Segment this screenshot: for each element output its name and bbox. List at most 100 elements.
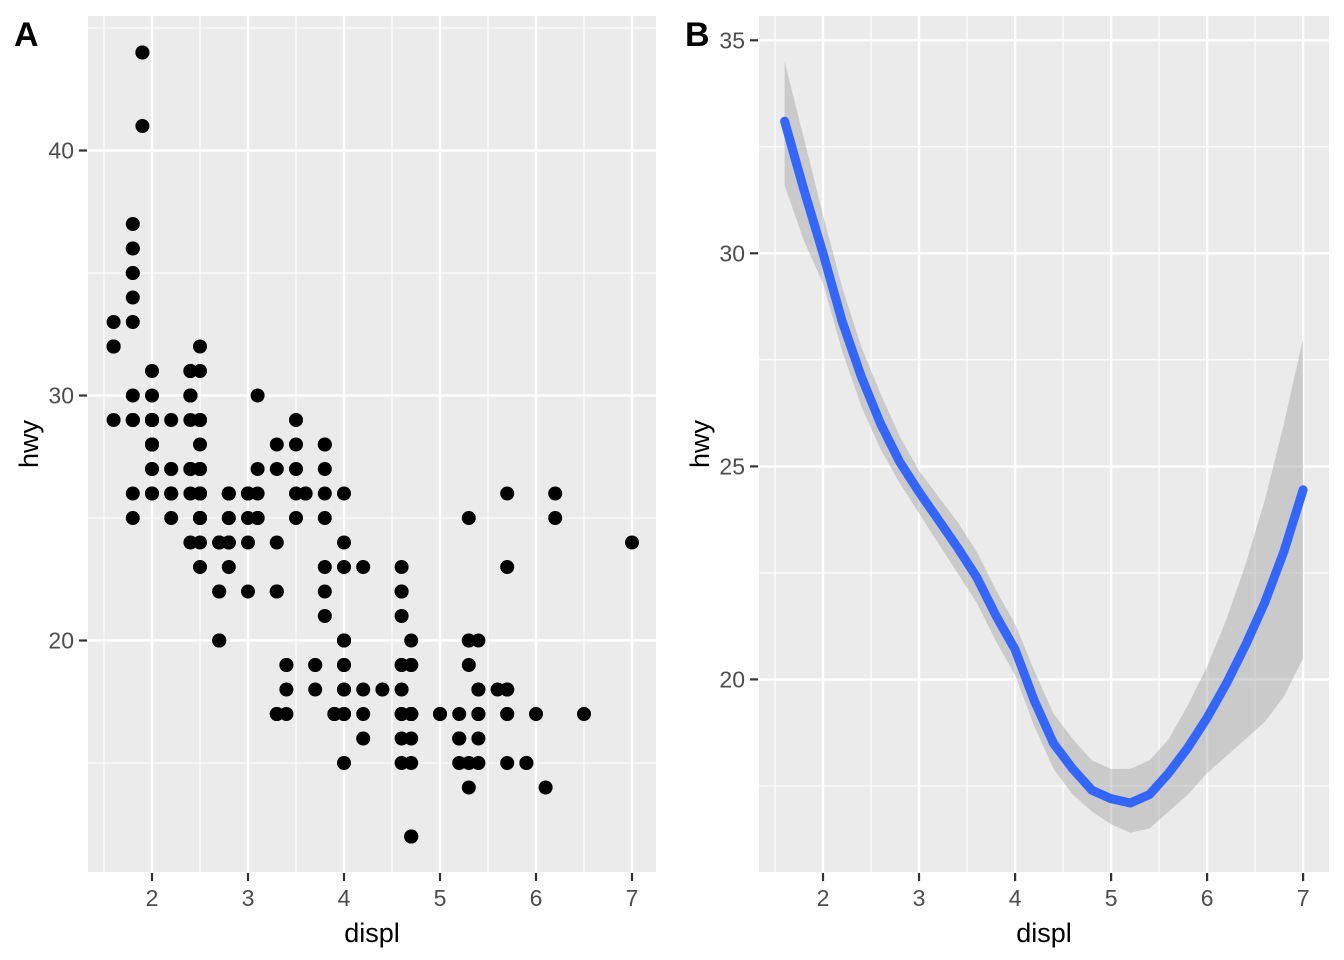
data-point bbox=[193, 535, 207, 550]
data-point bbox=[317, 511, 332, 525]
data-point bbox=[452, 731, 467, 746]
x-tick-label: 7 bbox=[1297, 885, 1310, 911]
data-point bbox=[125, 315, 140, 329]
data-point bbox=[490, 682, 505, 697]
data-point bbox=[269, 707, 284, 721]
x-tick-label: 6 bbox=[530, 885, 543, 911]
y-tick-label: 35 bbox=[719, 27, 745, 53]
data-point bbox=[164, 511, 179, 525]
x-axis-title: displ bbox=[1016, 918, 1072, 948]
data-point bbox=[625, 535, 639, 550]
data-point bbox=[125, 388, 140, 403]
data-point bbox=[241, 535, 255, 550]
data-point bbox=[548, 511, 563, 525]
data-point bbox=[394, 560, 409, 574]
data-point bbox=[317, 560, 332, 574]
data-point bbox=[125, 511, 140, 525]
data-point bbox=[356, 731, 371, 746]
data-point bbox=[164, 462, 179, 476]
y-tick-label: 20 bbox=[719, 666, 745, 692]
data-point bbox=[241, 486, 255, 501]
data-point bbox=[337, 756, 351, 770]
data-point bbox=[471, 756, 486, 770]
data-point bbox=[193, 413, 207, 427]
data-point bbox=[212, 584, 227, 599]
x-tick-label: 2 bbox=[817, 885, 830, 911]
data-point bbox=[337, 486, 351, 501]
data-point bbox=[193, 511, 207, 525]
data-point bbox=[404, 707, 419, 721]
data-point bbox=[337, 707, 351, 721]
data-point bbox=[404, 756, 419, 770]
data-point bbox=[529, 707, 543, 721]
x-tick-label: 4 bbox=[338, 885, 351, 911]
data-point bbox=[193, 339, 207, 354]
data-point bbox=[394, 609, 409, 623]
data-point bbox=[221, 486, 236, 501]
x-tick-label: 3 bbox=[242, 885, 255, 911]
data-point bbox=[298, 486, 313, 501]
data-point bbox=[145, 486, 159, 501]
data-point bbox=[375, 682, 390, 697]
x-tick-label: 5 bbox=[434, 885, 447, 911]
data-point bbox=[241, 511, 255, 525]
data-point bbox=[471, 633, 486, 648]
data-point bbox=[404, 829, 419, 844]
data-point bbox=[289, 462, 303, 476]
data-point bbox=[404, 633, 419, 648]
x-tick-label: 3 bbox=[913, 885, 926, 911]
x-tick-label: 4 bbox=[1009, 885, 1022, 911]
data-point bbox=[125, 241, 140, 256]
y-tick-label: 25 bbox=[719, 453, 745, 479]
data-point bbox=[145, 413, 159, 427]
data-point bbox=[394, 731, 409, 746]
data-point bbox=[269, 584, 284, 599]
data-point bbox=[337, 535, 351, 550]
data-point bbox=[394, 682, 409, 697]
data-point bbox=[394, 658, 409, 672]
data-point bbox=[221, 535, 236, 550]
data-point bbox=[356, 682, 371, 697]
data-point bbox=[183, 413, 198, 427]
data-point bbox=[461, 780, 476, 795]
data-point bbox=[125, 486, 140, 501]
data-point bbox=[279, 707, 294, 721]
data-point bbox=[519, 756, 534, 770]
data-point bbox=[394, 707, 409, 721]
y-tick-label: 30 bbox=[48, 383, 74, 409]
data-point bbox=[461, 511, 476, 525]
data-point bbox=[279, 658, 294, 672]
data-point bbox=[500, 560, 515, 574]
data-point bbox=[125, 290, 140, 305]
data-point bbox=[212, 535, 227, 550]
data-point bbox=[145, 388, 159, 403]
data-point bbox=[548, 486, 563, 501]
data-point bbox=[317, 462, 332, 476]
data-point bbox=[317, 437, 332, 452]
data-point bbox=[317, 486, 332, 501]
panel-tag-a: A bbox=[14, 16, 39, 54]
data-point bbox=[471, 707, 486, 721]
data-point bbox=[394, 584, 409, 599]
data-point bbox=[577, 707, 591, 721]
data-point bbox=[471, 731, 486, 746]
x-tick-label: 2 bbox=[146, 885, 159, 911]
data-point bbox=[289, 486, 303, 501]
data-point bbox=[193, 462, 207, 476]
data-point bbox=[356, 560, 371, 574]
data-point bbox=[241, 584, 255, 599]
data-point bbox=[452, 756, 467, 770]
data-point bbox=[250, 462, 265, 476]
data-point bbox=[337, 682, 351, 697]
data-point bbox=[183, 388, 198, 403]
data-point bbox=[250, 486, 265, 501]
panel-tag-b: B bbox=[685, 16, 710, 54]
y-axis-title: hwy bbox=[14, 419, 44, 468]
data-point bbox=[183, 462, 198, 476]
panel-background bbox=[88, 16, 656, 872]
data-point bbox=[500, 486, 515, 501]
x-tick-label: 6 bbox=[1201, 885, 1214, 911]
data-point bbox=[433, 707, 447, 721]
